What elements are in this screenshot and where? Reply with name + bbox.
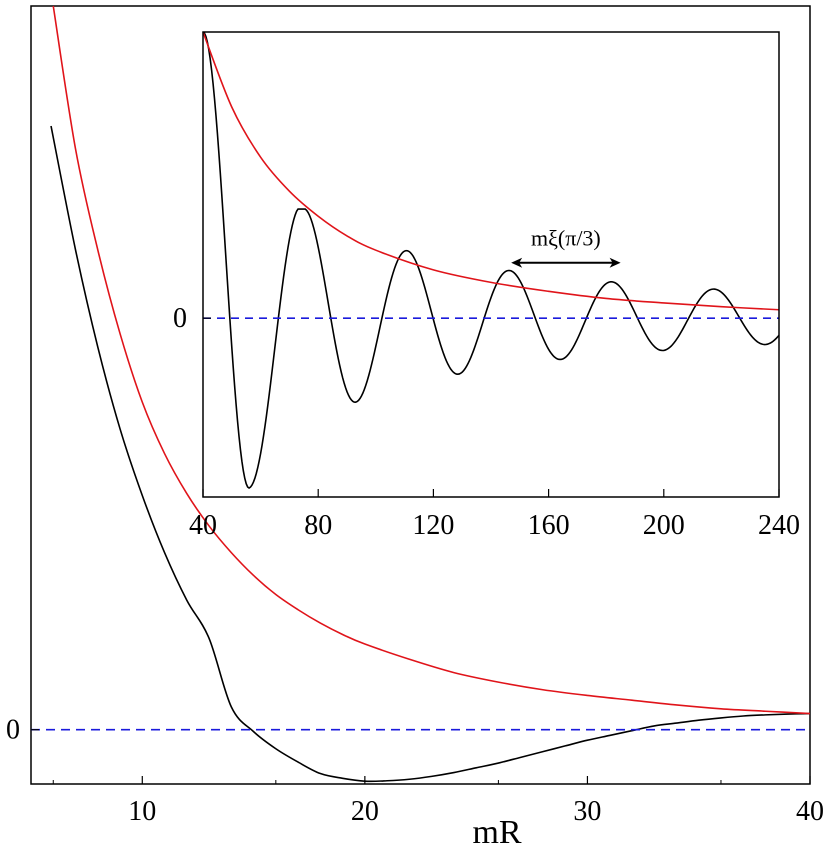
inset-annotation: mξ(π/3) [511, 226, 621, 268]
inset-background [203, 32, 779, 497]
inset-x-tick-label: 80 [304, 510, 332, 541]
inset-black-oscillating-curve [202, 31, 780, 490]
main-x-tick-label: 10 [128, 796, 156, 827]
inset-x-tick-label: 200 [643, 510, 685, 541]
inset-plot-frame [202, 31, 780, 498]
main-black-curve [50, 125, 811, 783]
annotation-label: mξ(π/3) [531, 226, 601, 251]
main-x-tick-label: 20 [351, 796, 379, 827]
main-axes: 10 20 30 40 0 [6, 715, 824, 827]
inset-red-envelope-curve [202, 31, 780, 311]
main-x-axis-label: mR [472, 814, 521, 846]
inset-x-tick-label: 240 [758, 510, 800, 541]
main-plot-marks [31, 5, 811, 783]
inset-axes: 40 80 120 160 200 240 0 [173, 303, 800, 541]
inset-x-tick-label: 120 [412, 510, 454, 541]
annotation-arrowhead-right [609, 257, 621, 268]
inset-plot-marks [202, 31, 780, 490]
main-x-tick-label: 40 [796, 796, 824, 827]
annotation-arrowhead-left [511, 257, 523, 268]
inset-x-tick-label: 160 [528, 510, 570, 541]
main-red-envelope-curve [52, 5, 811, 715]
inset-x-tick-label: 40 [189, 510, 217, 541]
inset-y-tick-label: 0 [173, 303, 187, 334]
main-y-tick-label: 0 [6, 715, 20, 746]
main-plot-frame [30, 5, 811, 785]
main-x-tick-label: 30 [573, 796, 601, 827]
